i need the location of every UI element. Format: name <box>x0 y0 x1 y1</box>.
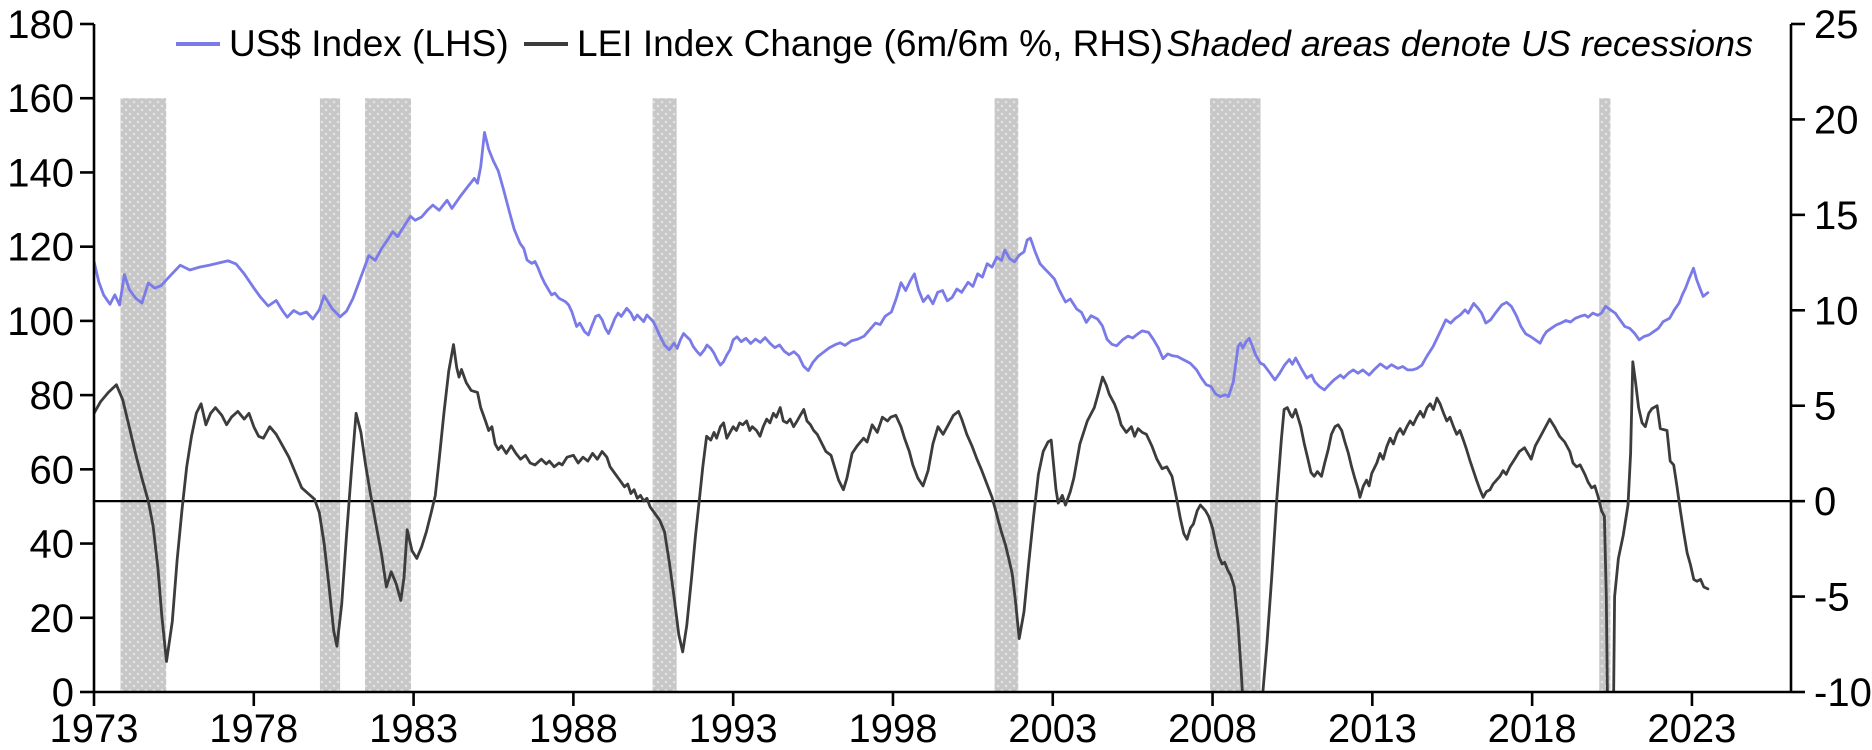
bottom-axis-tick-label: 1983 <box>369 707 458 750</box>
left-axis-tick-label: 80 <box>30 374 75 418</box>
data-series <box>94 131 1710 692</box>
series-line-usd <box>94 131 1710 398</box>
legend-label-usd-index: US$ Index (LHS) <box>229 23 509 64</box>
bottom-axis-tick-label: 2008 <box>1168 707 1257 750</box>
left-axis-tick-label: 0 <box>52 671 74 715</box>
bottom-axis-tick-label: 1998 <box>848 707 937 750</box>
lei-index-line-swatch-icon <box>524 42 568 46</box>
bottom-axis-tick-label: 2013 <box>1328 707 1417 750</box>
left-axis-tick-label: 20 <box>30 597 75 641</box>
axis-tick-labels: 0 20 40 60 80 100 120 140 160 180 -10 -5 0 5 10 15 20 25 1… <box>7 3 1872 750</box>
recession-band <box>652 98 677 692</box>
legend-item-lei-index-change[interactable]: LEI Index Change (6m/6m %, RHS) <box>524 22 1163 66</box>
left-axis-tick-label: 160 <box>7 77 74 121</box>
left-axis-tick-label: 140 <box>7 151 74 195</box>
bottom-axis-tick-label: 2003 <box>1008 707 1097 750</box>
right-axis-tick-label: -10 <box>1814 671 1872 715</box>
bottom-axis-tick-label: 1988 <box>529 707 618 750</box>
recession-note: Shaded areas denote US recessions <box>1166 23 1753 64</box>
right-axis-tick-label: 5 <box>1814 385 1836 429</box>
right-axis-tick-label: 25 <box>1814 3 1859 47</box>
left-axis-tick-label: 40 <box>30 523 75 567</box>
left-axis-tick-label: 100 <box>7 300 74 344</box>
bottom-axis-tick-label: 1973 <box>50 707 139 750</box>
legend-label-lei-index-change: LEI Index Change (6m/6m %, RHS) <box>577 23 1164 64</box>
recession-band <box>994 98 1019 692</box>
bottom-axis-tick-label: 2023 <box>1647 707 1736 750</box>
usd-index-line-swatch-icon <box>176 42 220 46</box>
series-line-lei <box>94 343 1710 692</box>
right-axis-tick-label: 10 <box>1814 289 1859 333</box>
legend-item-usd-index[interactable]: US$ Index (LHS) <box>176 22 509 66</box>
axes <box>80 22 1805 706</box>
right-axis-tick-label: -5 <box>1814 576 1850 620</box>
left-axis-tick-label: 120 <box>7 226 74 270</box>
bottom-axis-tick-label: 1978 <box>209 707 298 750</box>
bottom-axis-tick-label: 2018 <box>1488 707 1577 750</box>
left-axis-tick-label: 180 <box>7 3 74 47</box>
right-axis-tick-label: 0 <box>1814 480 1836 524</box>
recession-band <box>365 98 412 692</box>
recession-band <box>1599 98 1611 692</box>
recession-bands <box>120 98 1611 692</box>
right-axis-tick-label: 15 <box>1814 194 1859 238</box>
right-axis-tick-label: 20 <box>1814 98 1859 142</box>
bottom-axis-tick-label: 1993 <box>689 707 778 750</box>
left-axis-tick-label: 60 <box>30 448 75 492</box>
